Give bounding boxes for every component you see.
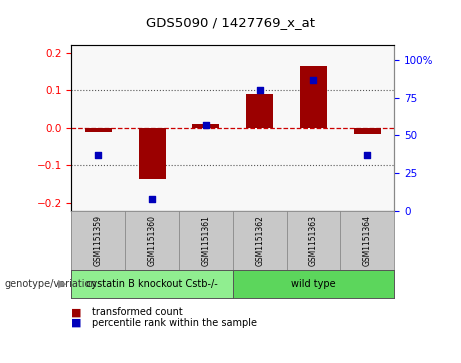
Bar: [300, 66, 327, 128]
Point: [95, 152, 102, 158]
Point: [310, 77, 317, 83]
Text: ■: ■: [71, 307, 82, 317]
Text: GSM1151363: GSM1151363: [309, 215, 318, 266]
Bar: [246, 94, 273, 128]
Text: ■: ■: [71, 318, 82, 328]
Point: [148, 196, 156, 201]
Bar: [354, 128, 381, 134]
Point: [364, 152, 371, 158]
Text: percentile rank within the sample: percentile rank within the sample: [92, 318, 257, 328]
Point: [202, 122, 210, 128]
Bar: [193, 124, 219, 128]
Text: ▶: ▶: [58, 279, 66, 289]
Text: cystatin B knockout Cstb-/-: cystatin B knockout Cstb-/-: [86, 279, 218, 289]
Text: genotype/variation: genotype/variation: [5, 279, 97, 289]
Text: GSM1151360: GSM1151360: [148, 215, 157, 266]
Text: GSM1151359: GSM1151359: [94, 215, 103, 266]
Bar: [139, 128, 165, 179]
Point: [256, 87, 263, 93]
Bar: [85, 128, 112, 132]
Text: GDS5090 / 1427769_x_at: GDS5090 / 1427769_x_at: [146, 16, 315, 29]
Text: GSM1151361: GSM1151361: [201, 215, 210, 266]
Text: transformed count: transformed count: [92, 307, 183, 317]
Text: GSM1151362: GSM1151362: [255, 215, 264, 266]
Text: wild type: wild type: [291, 279, 336, 289]
Text: GSM1151364: GSM1151364: [363, 215, 372, 266]
